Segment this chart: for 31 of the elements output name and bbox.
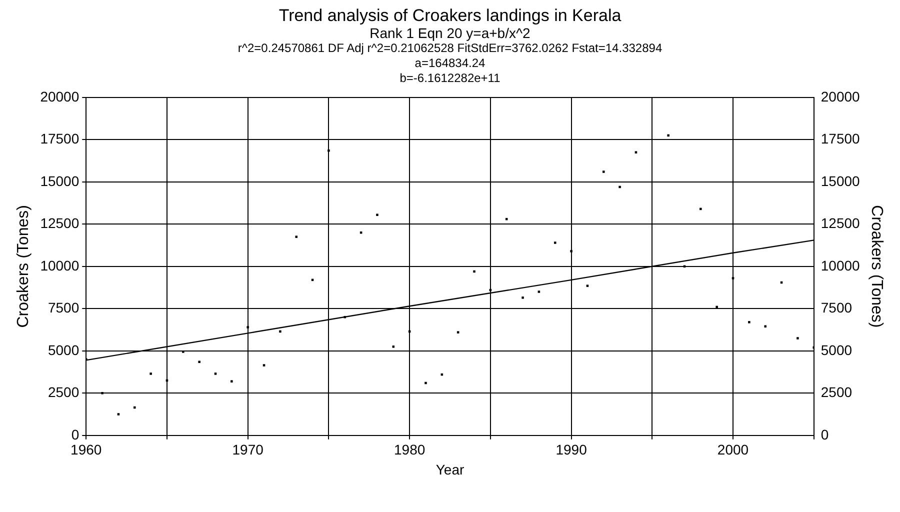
y-tick-label: 20000 <box>40 88 80 104</box>
y-tick-label: 7500 <box>48 300 80 316</box>
y-tick-label: 2500 <box>48 384 80 400</box>
y-tick-label: 15000 <box>40 172 80 189</box>
y2-tick-label: 0 <box>820 426 829 442</box>
y2-tick-label: 17500 <box>820 130 860 147</box>
x-tick-label: 1980 <box>394 442 426 458</box>
y2-tick-label: 20000 <box>820 88 860 104</box>
y2-tick-label: 7500 <box>820 300 852 316</box>
x-tick-label: 1990 <box>556 442 588 458</box>
x-tick-label: 2000 <box>717 442 749 458</box>
y2-tick-label: 12500 <box>820 215 860 232</box>
y-tick-label: 12500 <box>40 215 80 232</box>
chart-subtitle: Rank 1 Eqn 20 y=a+b/x^2 <box>368 25 532 41</box>
y-tick-label: 17500 <box>40 130 80 147</box>
y-tick-label: 10000 <box>40 257 80 274</box>
y2-axis-title: Croakers (Tones) <box>868 205 885 328</box>
x-tick-label: 1960 <box>70 442 102 458</box>
y2-tick-label: 5000 <box>820 342 852 358</box>
text: r^2=0.24570861 DF Adj r^2=0.21062528 FitStdErr=3762.0262 Fstat=14.332894 <box>236 41 664 56</box>
y-tick-label: 5000 <box>48 342 80 358</box>
text: b=-6.1612282e+11 <box>398 71 502 86</box>
x-axis-title: Year <box>436 461 464 478</box>
y2-tick-label: 2500 <box>820 384 852 400</box>
y-tick-label: 0 <box>71 426 80 442</box>
y2-tick-label: 10000 <box>820 257 860 274</box>
chart-title: Trend analysis of Croakers landings in Kerala <box>278 6 622 25</box>
y-axis-title: Croakers (Tones) <box>15 205 32 328</box>
x-tick-label: 1970 <box>232 442 264 458</box>
text: a=164834.24 <box>414 56 486 71</box>
y2-tick-label: 15000 <box>820 172 860 189</box>
